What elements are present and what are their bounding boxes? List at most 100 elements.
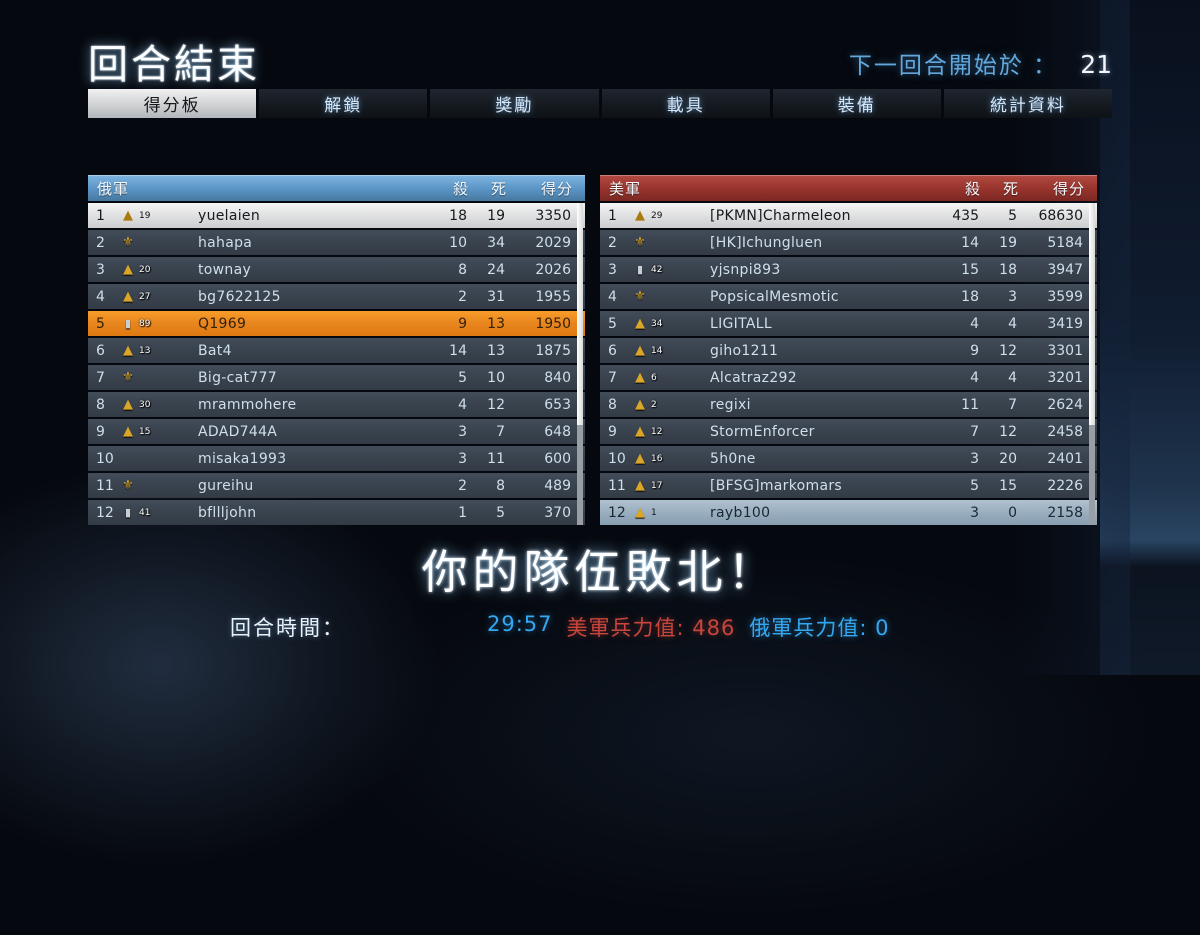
player-name: Big-cat777 xyxy=(198,369,277,386)
player-rank: 8 xyxy=(96,396,105,413)
team-name: 俄軍 xyxy=(97,179,130,198)
badge-rank-number: 13 xyxy=(139,345,151,356)
scrollbar-thumb[interactable] xyxy=(577,203,583,426)
eagle-badge-icon: ⚜ xyxy=(122,370,134,385)
player-row[interactable]: 12 ▲ 1 rayb100 3 0 2158 xyxy=(600,500,1097,525)
score-value: 370 xyxy=(544,504,571,521)
player-row[interactable]: 1 ▲ 29 [PKMN]Charmeleon 435 5 68630 xyxy=(600,203,1097,228)
bar-badge-icon: ▮ xyxy=(124,317,132,330)
score-value: 1950 xyxy=(535,315,571,332)
kills-value: 18 xyxy=(449,207,467,224)
player-row[interactable]: 8 ▲ 2 regixi 11 7 2624 xyxy=(600,392,1097,417)
kills-value: 7 xyxy=(970,423,979,440)
player-rank-badge: ▲ 12 xyxy=(632,425,710,438)
score-value: 3599 xyxy=(1047,288,1083,305)
score-value: 3301 xyxy=(1047,342,1083,359)
kills-value: 9 xyxy=(458,315,467,332)
table-scrollbar[interactable] xyxy=(577,203,583,525)
team-table-red: 美軍殺死得分 1 ▲ 29 [PKMN]Charmeleon 435 5 68630 2 ⚜ [HK… xyxy=(600,175,1097,527)
player-rank: 9 xyxy=(608,423,617,440)
player-rank-badge: ▲ 34 xyxy=(632,317,710,330)
score-value: 648 xyxy=(544,423,571,440)
player-name: [BFSG]markomars xyxy=(710,477,842,494)
eagle-badge-icon: ⚜ xyxy=(634,289,646,304)
kills-value: 3 xyxy=(970,504,979,521)
player-row[interactable]: 7 ▲ 6 Alcatraz292 4 4 3201 xyxy=(600,365,1097,390)
score-value: 653 xyxy=(544,396,571,413)
player-row[interactable]: 7 ⚜ Big-cat777 5 10 840 xyxy=(88,365,585,390)
us-tickets-value: 486 xyxy=(692,616,736,640)
round-result-banner: 你的隊伍敗北！ xyxy=(421,545,779,599)
tab-4[interactable]: 載具 xyxy=(601,89,770,118)
player-row[interactable]: 10 ▲ 16 5h0ne 3 20 2401 xyxy=(600,446,1097,471)
player-row[interactable]: 5 ▲ 34 LIGITALL 4 4 3419 xyxy=(600,311,1097,336)
badge-rank-number: 2 xyxy=(651,399,657,410)
badge-rank-number: 34 xyxy=(651,318,663,329)
chevron-badge-icon: ▲ xyxy=(635,370,645,385)
tab-1[interactable]: 得分板 xyxy=(88,89,257,118)
player-rank-badge: ▲ 14 xyxy=(632,344,710,357)
tab-3[interactable]: 獎勵 xyxy=(430,89,599,118)
player-rank: 9 xyxy=(96,423,105,440)
player-row[interactable]: 4 ▲ 27 bg7622125 2 31 1955 xyxy=(88,284,585,309)
player-row[interactable]: 1 ▲ 19 yuelaien 18 19 3350 xyxy=(88,203,585,228)
tab-5[interactable]: 裝備 xyxy=(772,89,941,118)
player-rank-badge: ▮ 41 xyxy=(120,507,198,518)
player-name: bfllljohn xyxy=(198,504,257,521)
kills-value: 11 xyxy=(961,396,979,413)
deaths-value: 31 xyxy=(487,288,505,305)
bar-badge-icon: ▮ xyxy=(124,506,132,519)
player-rank-badge: ▲ 16 xyxy=(632,452,710,465)
score-value: 3947 xyxy=(1047,261,1083,278)
column-header-score: 得分 xyxy=(1052,179,1085,198)
deaths-value: 19 xyxy=(487,207,505,224)
player-rank: 10 xyxy=(608,450,626,467)
player-row[interactable]: 6 ▲ 14 giho1211 9 12 3301 xyxy=(600,338,1097,363)
player-row[interactable]: 9 ▲ 15 ADAD744A 3 7 648 xyxy=(88,419,585,444)
countdown-label: 下一回合開始於 ： xyxy=(848,53,1059,79)
table-scrollbar[interactable] xyxy=(1089,203,1095,525)
score-value: 3419 xyxy=(1047,315,1083,332)
deaths-value: 0 xyxy=(1008,504,1017,521)
kills-value: 2 xyxy=(458,288,467,305)
us-tickets-label: 美軍兵力值: xyxy=(566,616,685,640)
chevron-badge-icon: ▲ xyxy=(123,208,133,223)
player-row[interactable]: 8 ▲ 30 mrammohere 4 12 653 xyxy=(88,392,585,417)
player-name: giho1211 xyxy=(710,342,779,359)
deaths-value: 34 xyxy=(487,234,505,251)
player-name: PopsicalMesmotic xyxy=(710,288,839,305)
player-row[interactable]: 4 ⚜ PopsicalMesmotic 18 3 3599 xyxy=(600,284,1097,309)
player-row[interactable]: 3 ▮ 42 yjsnpi893 15 18 3947 xyxy=(600,257,1097,282)
badge-rank-number: 14 xyxy=(651,345,663,356)
player-rows: 1 ▲ 19 yuelaien 18 19 3350 2 ⚜ hahapa 10 34 2029 3 ▲ 20… xyxy=(88,203,585,525)
deaths-value: 12 xyxy=(487,396,505,413)
player-rank-badge: ▲ 1 xyxy=(632,506,710,519)
player-rank: 5 xyxy=(608,315,617,332)
kills-value: 14 xyxy=(961,234,979,251)
player-row[interactable]: 11 ⚜ gureihu 2 8 489 xyxy=(88,473,585,498)
score-value: 489 xyxy=(544,477,571,494)
player-rank: 12 xyxy=(96,504,114,521)
score-value: 3201 xyxy=(1047,369,1083,386)
player-row[interactable]: 5 ▮ 89 Q1969 9 13 1950 xyxy=(88,311,585,336)
player-row[interactable]: 2 ⚜ [HK]Ichungluen 14 19 5184 xyxy=(600,230,1097,255)
player-rank-badge: ▲ 29 xyxy=(632,209,710,222)
player-row[interactable]: 6 ▲ 13 Bat4 14 13 1875 xyxy=(88,338,585,363)
deaths-value: 4 xyxy=(1008,315,1017,332)
player-row[interactable]: 12 ▮ 41 bfllljohn 1 5 370 xyxy=(88,500,585,525)
player-row[interactable]: 3 ▲ 20 townay 8 24 2026 xyxy=(88,257,585,282)
column-header-kills: 殺 xyxy=(964,179,981,198)
player-row[interactable]: 10 misaka1993 3 11 600 xyxy=(88,446,585,471)
player-rank: 6 xyxy=(608,342,617,359)
player-row[interactable]: 2 ⚜ hahapa 10 34 2029 xyxy=(88,230,585,255)
player-name: [HK]Ichungluen xyxy=(710,234,823,251)
team-header: 俄軍 殺 死 得分 xyxy=(88,175,585,201)
player-row[interactable]: 11 ▲ 17 [BFSG]markomars 5 15 2226 xyxy=(600,473,1097,498)
score-value: 2624 xyxy=(1047,396,1083,413)
tab-2[interactable]: 解鎖 xyxy=(259,89,428,118)
chevron-badge-icon: ▲ xyxy=(635,397,645,412)
scrollbar-thumb[interactable] xyxy=(1089,203,1095,426)
tab-6[interactable]: 統計資料 xyxy=(943,89,1113,118)
deaths-value: 12 xyxy=(999,342,1017,359)
player-row[interactable]: 9 ▲ 12 StormEnforcer 7 12 2458 xyxy=(600,419,1097,444)
